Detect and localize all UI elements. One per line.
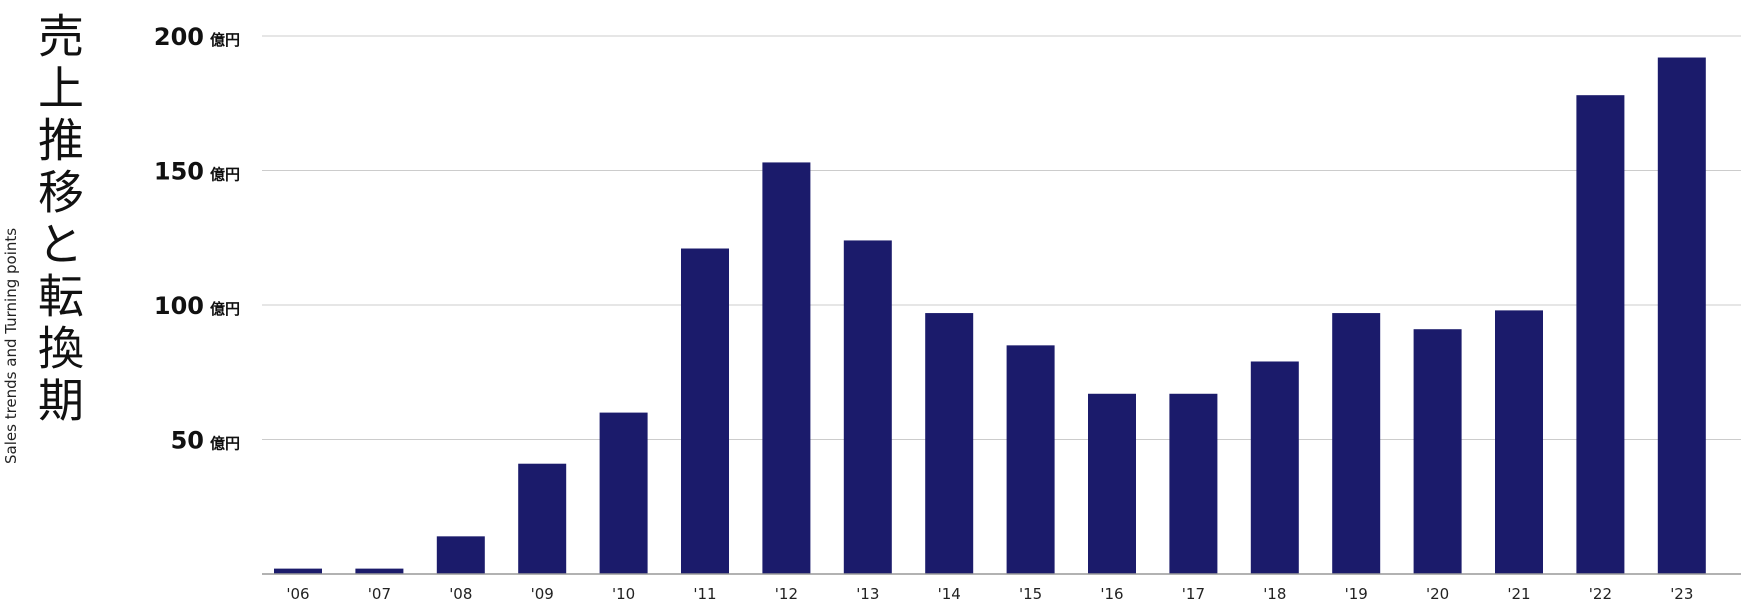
bar [1088, 393, 1136, 574]
x-tick-label: '11 [693, 585, 716, 603]
bar [1413, 329, 1462, 574]
bar [762, 162, 811, 574]
x-tick-label: '23 [1670, 585, 1693, 603]
x-tick-label: '07 [368, 585, 391, 603]
bar [1006, 345, 1055, 574]
chart-title: 売上推移と転換期 [31, 12, 85, 428]
x-tick-label: '06 [286, 585, 309, 603]
bar [274, 568, 322, 574]
y-tick-label: 150 億円 [154, 158, 240, 186]
bar [1169, 393, 1218, 574]
bar [843, 240, 892, 574]
bar [1576, 95, 1625, 575]
bar [681, 248, 729, 574]
y-tick-label: 200 億円 [154, 23, 240, 51]
x-tick-label: '17 [1182, 585, 1205, 603]
bar [436, 536, 485, 574]
x-tick-label: '18 [1263, 585, 1286, 603]
y-tick-label: 100 億円 [154, 292, 240, 320]
x-tick-label: '22 [1589, 585, 1612, 603]
bar [599, 412, 648, 574]
x-tick-label: '12 [775, 585, 798, 603]
x-tick-label: '08 [449, 585, 472, 603]
x-tick-label: '15 [1019, 585, 1042, 603]
bar [355, 568, 404, 574]
y-tick-labels: 50 億円 100 億円 150 億円 200 億円 [154, 23, 240, 455]
x-tick-labels: '06 '07 '08 '09 '10 '11 '12 '13 '14 '15 '16 '17 '18 '… [286, 585, 1693, 603]
x-tick-label: '09 [531, 585, 554, 603]
x-tick-label: '14 [938, 585, 961, 603]
bar [925, 313, 974, 574]
gridlines [262, 35, 1741, 440]
bar [1657, 57, 1706, 574]
bar [1332, 313, 1381, 574]
bar [518, 463, 567, 574]
bar [1495, 310, 1543, 574]
x-tick-label: '19 [1345, 585, 1368, 603]
bar [1250, 361, 1299, 574]
x-tick-label: '21 [1507, 585, 1530, 603]
x-tick-label: '10 [612, 585, 635, 603]
y-tick-label: 50 億円 [171, 427, 240, 455]
x-tick-label: '13 [856, 585, 879, 603]
x-tick-label: '20 [1426, 585, 1449, 603]
x-tick-label: '16 [1100, 585, 1123, 603]
bars [274, 57, 1706, 575]
